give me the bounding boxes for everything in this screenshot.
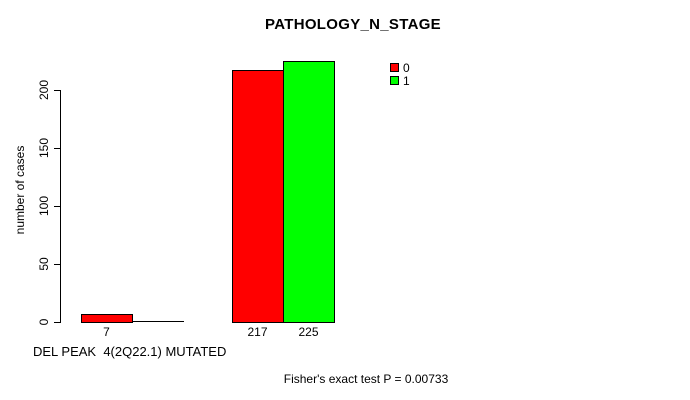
y-axis-tick [54, 322, 60, 323]
y-axis-label: number of cases [13, 145, 27, 235]
legend-label: 1 [403, 74, 410, 88]
legend-label: 0 [403, 61, 410, 75]
y-axis-tick-label: 200 [37, 79, 51, 101]
y-axis-tick-label: 150 [37, 137, 51, 159]
legend-swatch [390, 76, 399, 85]
y-axis-tick [54, 90, 60, 91]
zero-height-bar [132, 321, 184, 322]
y-axis-tick [54, 148, 60, 149]
y-axis-tick [54, 206, 60, 207]
bar-value-label: 7 [103, 325, 110, 339]
bar [283, 61, 335, 323]
y-axis-line [60, 90, 61, 323]
fisher-test-note: Fisher's exact test P = 0.00733 [283, 372, 449, 386]
y-axis-tick-label: 100 [37, 195, 51, 217]
y-axis-tick [54, 264, 60, 265]
x-axis-label: DEL PEAK 4(2Q22.1) MUTATED [33, 344, 227, 359]
chart-title: PATHOLOGY_N_STAGE [265, 16, 441, 33]
bar-value-label: 225 [298, 325, 319, 339]
y-axis-tick-label: 50 [37, 257, 51, 271]
bar-value-label: 217 [247, 325, 268, 339]
y-axis-tick-label: 0 [37, 318, 51, 326]
legend-swatch [390, 63, 399, 72]
bar [232, 70, 284, 323]
bar [81, 314, 133, 323]
